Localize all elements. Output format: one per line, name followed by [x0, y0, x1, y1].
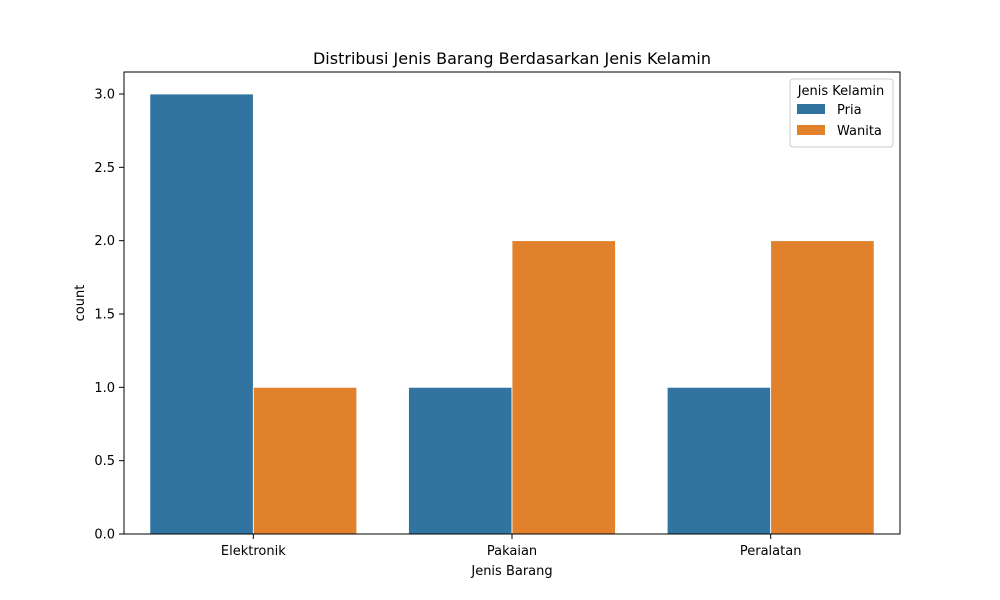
y-axis: 0.0 0.5 1.0 1.5 2.0 2.5 3.0 [94, 88, 124, 543]
x-tick-label: Peralatan [740, 544, 802, 559]
chart-title: Distribusi Jenis Barang Berdasarkan Jeni… [313, 49, 711, 68]
y-tick-label: 2.5 [94, 161, 115, 176]
x-axis-label: Jenis Barang [470, 564, 552, 579]
bar-pakaian-pria [408, 386, 513, 535]
legend: Jenis Kelamin Pria Wanita [789, 78, 894, 148]
bar-pakaian-wanita [511, 240, 616, 535]
legend-label-wanita: Wanita [837, 124, 882, 139]
x-tick-label: Elektronik [221, 544, 286, 559]
y-axis-label: count [73, 285, 88, 322]
bar-peralatan-wanita [770, 240, 875, 535]
y-tick-label: 2.0 [94, 234, 115, 249]
legend-swatch-pria [797, 104, 825, 114]
legend-title: Jenis Kelamin [797, 84, 885, 99]
legend-swatch-wanita [797, 125, 825, 135]
x-axis: Elektronik Pakaian Peralatan [221, 534, 802, 559]
bar-elektronik-wanita [252, 386, 358, 535]
bar-peralatan-pria [666, 386, 772, 535]
y-tick-label: 1.0 [94, 381, 115, 396]
bars-layer [149, 93, 875, 535]
legend-label-pria: Pria [837, 103, 862, 118]
y-tick-label: 3.0 [94, 88, 115, 103]
y-tick-label: 0.0 [94, 528, 115, 543]
bar-elektronik-pria [149, 93, 254, 535]
y-tick-label: 0.5 [94, 454, 115, 469]
x-tick-label: Pakaian [487, 544, 537, 559]
y-tick-label: 1.5 [94, 308, 115, 323]
plot-frame [123, 71, 901, 535]
